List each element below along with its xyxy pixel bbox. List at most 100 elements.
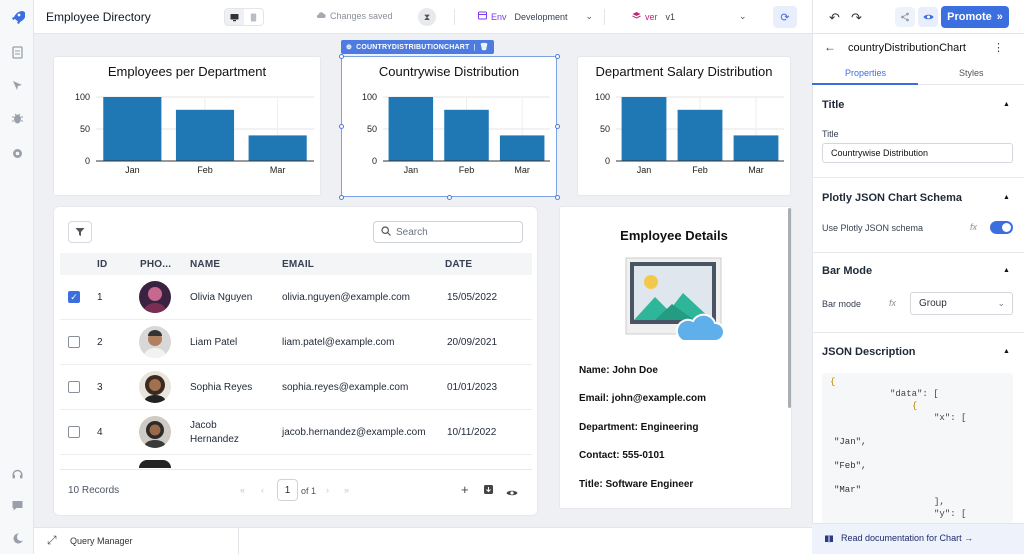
resize-handle[interactable]: [555, 54, 560, 59]
tab-properties[interactable]: Properties: [845, 68, 887, 78]
resize-handle[interactable]: [339, 54, 344, 59]
filter-icon[interactable]: [68, 221, 92, 243]
details-title: Employee Details: [620, 228, 728, 243]
version-value: v1: [665, 11, 676, 22]
collapse-icon[interactable]: ▲: [1003, 348, 1010, 355]
delete-icon[interactable]: 🗑: [479, 44, 489, 51]
more-options-icon[interactable]: ⋮: [993, 42, 1004, 54]
resize-handle[interactable]: [555, 195, 560, 200]
bar-mode-select[interactable]: Group ⌄: [910, 292, 1013, 315]
table-row[interactable]: 4 Jacob Hernandez jacob.hernandez@exampl…: [60, 410, 532, 455]
search-icon: [381, 225, 391, 239]
pages-icon[interactable]: [9, 44, 25, 60]
settings-icon[interactable]: [9, 145, 25, 161]
x-tick-label: Jan: [404, 165, 419, 175]
expand-icon[interactable]: ⤢: [47, 533, 57, 547]
row-checkbox[interactable]: [68, 336, 80, 348]
inspect-icon[interactable]: [9, 77, 25, 93]
selected-component-tag[interactable]: ⊕ COUNTRYDISTRIBUTIONCHART | 🗑: [341, 40, 494, 54]
section-schema[interactable]: Plotly JSON Chart Schema: [822, 192, 962, 204]
rocket-icon[interactable]: [9, 9, 25, 25]
json-line: "x": [: [934, 413, 967, 423]
version-selector[interactable]: ver v1 ⌄: [632, 11, 747, 22]
search-field[interactable]: [396, 226, 506, 238]
chevron-down-icon[interactable]: ⌄: [585, 11, 594, 21]
undo-icon[interactable]: ↶: [829, 10, 840, 25]
add-row-icon[interactable]: +: [461, 482, 469, 497]
json-editor[interactable]: { "data": [ { "x": [ "Jan", "Feb", "Mar"…: [822, 373, 1013, 523]
avatar: [139, 416, 171, 448]
y-tick-label: 0: [85, 156, 90, 166]
column-header-id[interactable]: ID: [97, 259, 108, 270]
env-selector[interactable]: Env Development ⌄: [478, 11, 593, 22]
row-checkbox[interactable]: ✓: [68, 291, 80, 303]
back-arrow-icon[interactable]: ←: [824, 40, 836, 54]
title-input[interactable]: Countrywise Distribution: [822, 143, 1013, 163]
x-tick-label: Jan: [637, 165, 652, 175]
eye-icon[interactable]: [506, 486, 518, 500]
resize-handle[interactable]: [339, 124, 344, 129]
promote-button[interactable]: Promote »: [941, 6, 1009, 28]
row-checkbox[interactable]: [68, 381, 80, 393]
docs-bar: [812, 523, 1024, 554]
env-icon: [478, 11, 487, 22]
preview-icon[interactable]: [918, 7, 938, 27]
download-icon[interactable]: [483, 484, 494, 498]
desktop-icon[interactable]: [225, 9, 244, 25]
table-row[interactable]: ✓ 1 Olivia Nguyen olivia.nguyen@example.…: [60, 275, 532, 320]
search-input[interactable]: [373, 221, 523, 243]
device-toggle[interactable]: [224, 8, 264, 26]
dark-mode-icon[interactable]: [9, 530, 25, 546]
bar: [175, 109, 235, 161]
resize-handle[interactable]: [555, 124, 560, 129]
mobile-icon[interactable]: [244, 9, 263, 25]
chart-card-countrywise[interactable]: Countrywise Distribution 0 50 100 Jan Feb Mar: [341, 56, 557, 197]
column-header-date[interactable]: DATE: [445, 259, 473, 270]
section-bar-mode[interactable]: Bar Mode: [822, 265, 873, 277]
row-checkbox[interactable]: [68, 426, 80, 438]
tab-styles[interactable]: Styles: [959, 68, 984, 78]
prev-page-icon[interactable]: ‹: [261, 485, 264, 495]
next-page-icon[interactable]: ›: [326, 485, 329, 495]
resize-handle[interactable]: [339, 195, 344, 200]
schema-toggle[interactable]: [990, 221, 1013, 234]
last-page-icon[interactable]: »: [344, 485, 350, 495]
sync-icon[interactable]: ⟳: [773, 6, 797, 28]
book-icon: [824, 533, 834, 547]
column-header-photo[interactable]: PHO...: [140, 259, 172, 270]
table-row[interactable]: 3 Sophia Reyes sophia.reyes@example.com …: [60, 365, 532, 410]
scrollbar[interactable]: [788, 208, 791, 408]
fx-icon[interactable]: fx: [889, 298, 897, 308]
section-json[interactable]: JSON Description: [822, 346, 916, 358]
collapse-icon[interactable]: ▲: [1003, 101, 1010, 108]
share-icon[interactable]: [895, 7, 915, 27]
page-total: of 1: [301, 486, 317, 496]
first-page-icon[interactable]: «: [240, 485, 246, 495]
docs-link[interactable]: Read documentation for Chart →: [841, 533, 974, 543]
table-row[interactable]: 2 Liam Patel liam.patel@example.com 20/0…: [60, 320, 532, 365]
section-title[interactable]: Title: [822, 99, 845, 111]
chart-card-salary[interactable]: Department Salary Distribution 0 50 100 Jan…: [577, 56, 791, 196]
column-header-email[interactable]: EMAIL: [282, 259, 315, 270]
bar: [733, 135, 779, 161]
bar-mode-label: Bar mode: [822, 299, 862, 309]
query-manager-label[interactable]: Query Manager: [70, 536, 133, 546]
cell-id: 2: [97, 337, 103, 348]
fx-icon[interactable]: fx: [970, 222, 978, 232]
chat-icon[interactable]: [9, 497, 25, 513]
avatar: [139, 371, 171, 403]
collapse-icon[interactable]: ▲: [1003, 267, 1010, 274]
redo-icon[interactable]: ↷: [851, 10, 862, 25]
chart-card-employees[interactable]: Employees per Department 0 50 100 Jan Feb Mar: [53, 56, 321, 196]
chevron-down-icon[interactable]: ⌄: [739, 11, 747, 21]
support-icon[interactable]: [9, 465, 25, 481]
debugger-icon[interactable]: [9, 110, 25, 126]
column-header-name[interactable]: NAME: [190, 259, 221, 270]
double-chevron-right-icon: »: [996, 11, 1003, 23]
collapse-icon[interactable]: ▲: [1003, 194, 1010, 201]
cell-id: 3: [97, 382, 103, 393]
history-icon[interactable]: ⧗: [418, 8, 436, 26]
resize-handle[interactable]: [447, 195, 452, 200]
page-input[interactable]: 1: [277, 479, 298, 501]
app-title[interactable]: Employee Directory: [46, 10, 151, 24]
